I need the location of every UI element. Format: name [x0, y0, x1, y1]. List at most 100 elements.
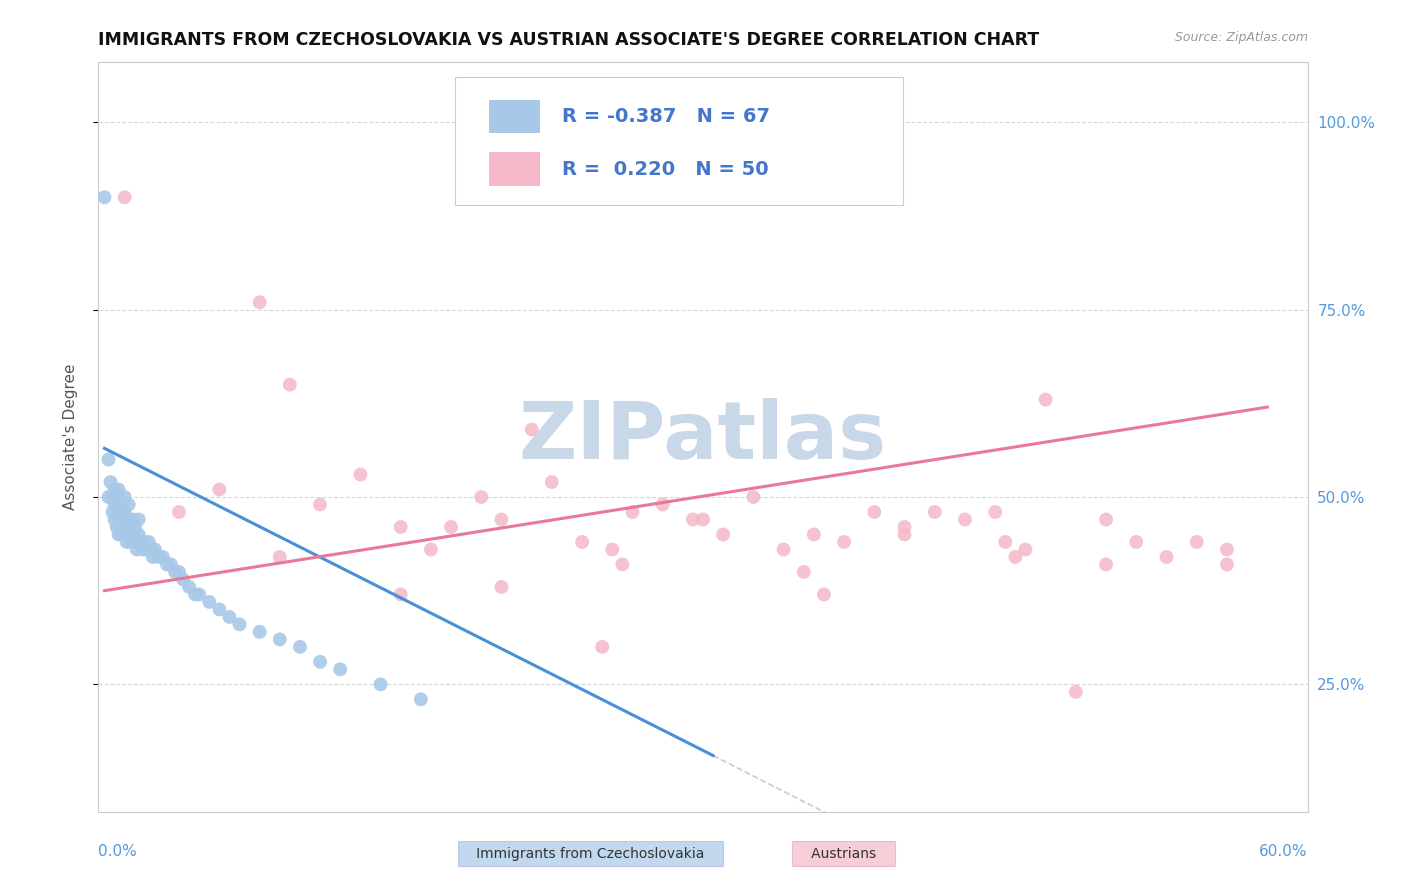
Point [249, 624, 271, 639]
Point [179, 580, 201, 594]
Point [139, 542, 162, 557]
Point [893, 520, 915, 534]
Point [128, 527, 150, 541]
Point [114, 520, 136, 534]
Point [97, 452, 120, 467]
Text: R = -0.387   N = 67: R = -0.387 N = 67 [561, 107, 769, 126]
Point [103, 483, 125, 497]
Point [309, 498, 332, 512]
Point [602, 542, 624, 557]
Point [742, 490, 765, 504]
Point [249, 295, 271, 310]
Point [111, 498, 134, 512]
Point [1156, 549, 1178, 564]
Point [953, 512, 976, 526]
Point [1125, 535, 1147, 549]
Point [105, 490, 128, 504]
Point [188, 587, 211, 601]
Point [924, 505, 946, 519]
Y-axis label: Associate's Degree: Associate's Degree [63, 364, 77, 510]
Point [105, 520, 128, 534]
Point [142, 549, 165, 564]
Point [118, 498, 141, 512]
Point [893, 527, 915, 541]
Point [612, 558, 634, 572]
Point [156, 558, 179, 572]
Point [160, 558, 183, 572]
Point [370, 677, 392, 691]
Point [208, 483, 231, 497]
Point [571, 535, 593, 549]
Point [135, 542, 157, 557]
Point [124, 520, 146, 534]
Point [107, 512, 129, 526]
Point [349, 467, 371, 482]
Point [143, 542, 166, 557]
Point [1216, 558, 1239, 572]
Point [218, 610, 240, 624]
Text: IMMIGRANTS FROM CZECHOSLOVAKIA VS AUSTRIAN ASSOCIATE'S DEGREE CORRELATION CHART: IMMIGRANTS FROM CZECHOSLOVAKIA VS AUSTRI… [98, 31, 1039, 49]
Text: 0.0%: 0.0% [98, 845, 138, 859]
Point [772, 542, 794, 557]
Text: Immigrants from Czechoslovakia: Immigrants from Czechoslovakia [463, 847, 718, 861]
Point [167, 505, 190, 519]
Point [832, 535, 855, 549]
Point [269, 549, 291, 564]
Point [110, 520, 132, 534]
Point [803, 527, 825, 541]
Point [167, 565, 190, 579]
Point [152, 549, 174, 564]
Point [682, 512, 704, 526]
Point [97, 490, 120, 504]
Text: R =  0.220   N = 50: R = 0.220 N = 50 [561, 160, 768, 178]
Point [1216, 542, 1239, 557]
Point [288, 640, 311, 654]
Point [440, 520, 463, 534]
Point [198, 595, 221, 609]
Point [138, 535, 160, 549]
Point [121, 527, 143, 541]
Point [1014, 542, 1036, 557]
Point [1095, 558, 1118, 572]
FancyBboxPatch shape [489, 100, 540, 133]
Point [329, 662, 352, 676]
Point [1095, 512, 1118, 526]
Point [148, 549, 170, 564]
Point [103, 498, 125, 512]
Point [1004, 549, 1026, 564]
Point [121, 512, 143, 526]
Point [520, 423, 543, 437]
Point [1185, 535, 1208, 549]
Point [228, 617, 250, 632]
Point [389, 587, 412, 601]
Point [269, 632, 291, 647]
Point [278, 377, 301, 392]
Point [984, 505, 1007, 519]
Point [115, 535, 138, 549]
Point [129, 535, 152, 549]
Point [110, 505, 132, 519]
Point [115, 520, 138, 534]
Point [621, 505, 644, 519]
Point [184, 587, 207, 601]
Point [111, 527, 134, 541]
Text: 60.0%: 60.0% [1260, 845, 1308, 859]
Point [309, 655, 332, 669]
Text: Source: ZipAtlas.com: Source: ZipAtlas.com [1174, 31, 1308, 45]
Point [114, 505, 136, 519]
Point [93, 190, 115, 204]
Point [118, 512, 141, 526]
Text: Austrians: Austrians [799, 847, 889, 861]
Point [540, 475, 562, 489]
Point [409, 692, 432, 706]
FancyBboxPatch shape [489, 153, 540, 186]
Point [101, 490, 124, 504]
Point [491, 512, 513, 526]
Point [172, 573, 194, 587]
Point [124, 535, 146, 549]
Point [491, 580, 513, 594]
Point [118, 527, 141, 541]
Point [120, 520, 142, 534]
Point [1035, 392, 1057, 407]
Point [111, 512, 134, 526]
